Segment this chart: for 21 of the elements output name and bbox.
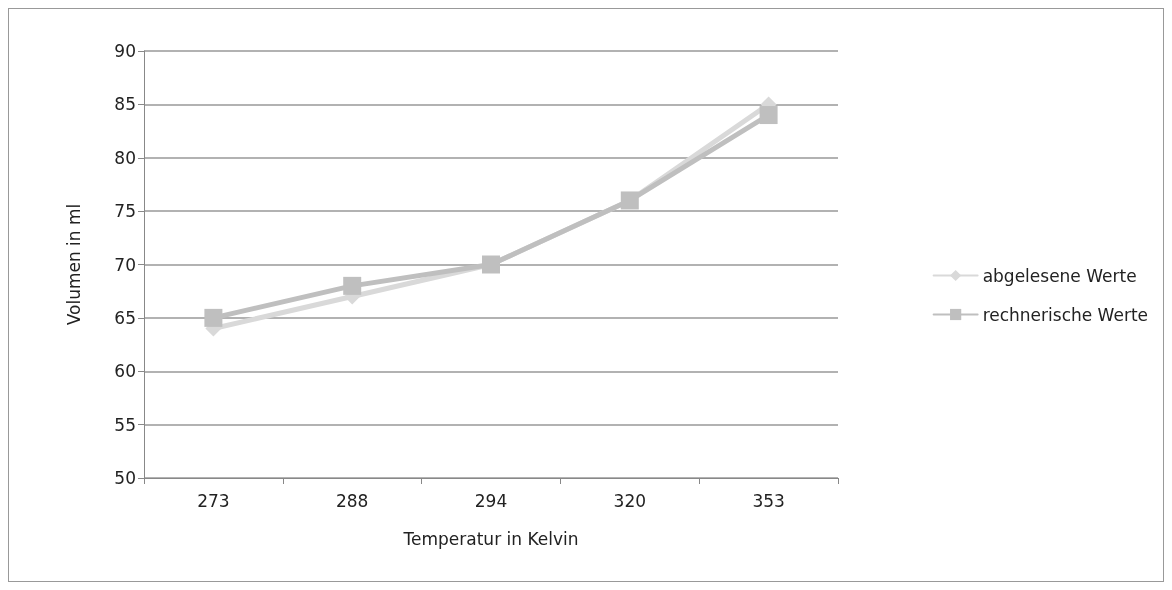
x-tick-label: 273 (197, 490, 230, 511)
point (204, 308, 223, 327)
point (759, 106, 778, 125)
x-tick-label: 353 (752, 490, 785, 511)
legend-label: abgelesene Werte (982, 265, 1137, 286)
y-tick-label: 80 (114, 147, 136, 168)
y-tick-label: 90 (114, 41, 136, 61)
x-axis-title: Temperatur in Kelvin (402, 528, 579, 549)
y-tick-label: 50 (114, 468, 136, 488)
y-tick-label: 70 (114, 254, 136, 275)
y-tick-label: 55 (114, 414, 136, 435)
y-tick-label: 60 (114, 361, 136, 382)
x-tick-label: 288 (335, 490, 369, 511)
x-tick-label: 294 (474, 490, 508, 511)
y-axis-title: Volumen in ml (63, 203, 84, 326)
y-tick-label: 75 (114, 201, 136, 222)
point (343, 276, 362, 295)
x-tick-label: 320 (613, 490, 647, 511)
y-tick-label: 65 (114, 307, 136, 328)
legend-label: rechnerische Werte (982, 304, 1149, 325)
y-tick-label: 85 (114, 94, 136, 115)
